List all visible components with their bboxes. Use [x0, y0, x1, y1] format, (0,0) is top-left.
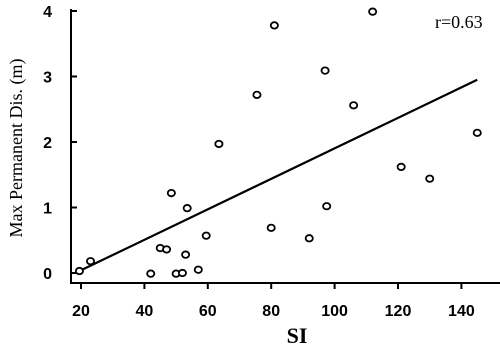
- data-point: [193, 265, 203, 274]
- data-point: [266, 223, 276, 232]
- data-point: [349, 101, 359, 110]
- data-point: [252, 90, 262, 99]
- x-tick-label: 40: [136, 303, 154, 320]
- x-tick-label: 100: [321, 303, 348, 320]
- data-point: [269, 21, 279, 30]
- x-tick-label: 60: [199, 303, 217, 320]
- data-point: [146, 269, 156, 278]
- data-point: [177, 268, 187, 278]
- y-tick-label: 4: [43, 4, 52, 21]
- data-point: [162, 245, 172, 254]
- data-point: [368, 7, 378, 16]
- data-point: [304, 234, 314, 243]
- data-point: [320, 66, 330, 75]
- y-tick-label: 3: [43, 70, 52, 87]
- x-axis-title: SI: [287, 323, 308, 348]
- y-ticks: 0 1 2 3 4: [43, 4, 77, 283]
- data-point: [425, 174, 435, 183]
- data-point: [74, 266, 84, 276]
- y-tick-label: 2: [43, 135, 52, 152]
- data-point: [86, 257, 96, 266]
- data-point: [214, 139, 224, 149]
- y-tick-label: 0: [43, 266, 52, 283]
- x-tick-label: 20: [72, 303, 90, 320]
- data-point: [322, 202, 332, 211]
- correlation-annotation: r=0.63: [435, 12, 483, 32]
- x-tick-label: 140: [448, 303, 475, 320]
- data-point: [472, 128, 482, 137]
- data-point: [396, 162, 406, 171]
- y-axis-title: Max Permanent Dis. (m): [6, 59, 27, 238]
- data-point: [181, 250, 191, 259]
- axes: [70, 9, 500, 284]
- data-point: [182, 204, 192, 213]
- x-tick-label: 120: [385, 303, 412, 320]
- data-point: [166, 188, 176, 198]
- trendline: [78, 78, 478, 273]
- y-tick-label: 1: [43, 201, 52, 218]
- x-ticks: 20 40 60 80 100 120 140: [72, 283, 475, 320]
- x-tick-label: 80: [262, 303, 280, 320]
- trendline-group: [78, 78, 478, 273]
- data-point: [201, 231, 211, 240]
- data-points: [74, 7, 482, 278]
